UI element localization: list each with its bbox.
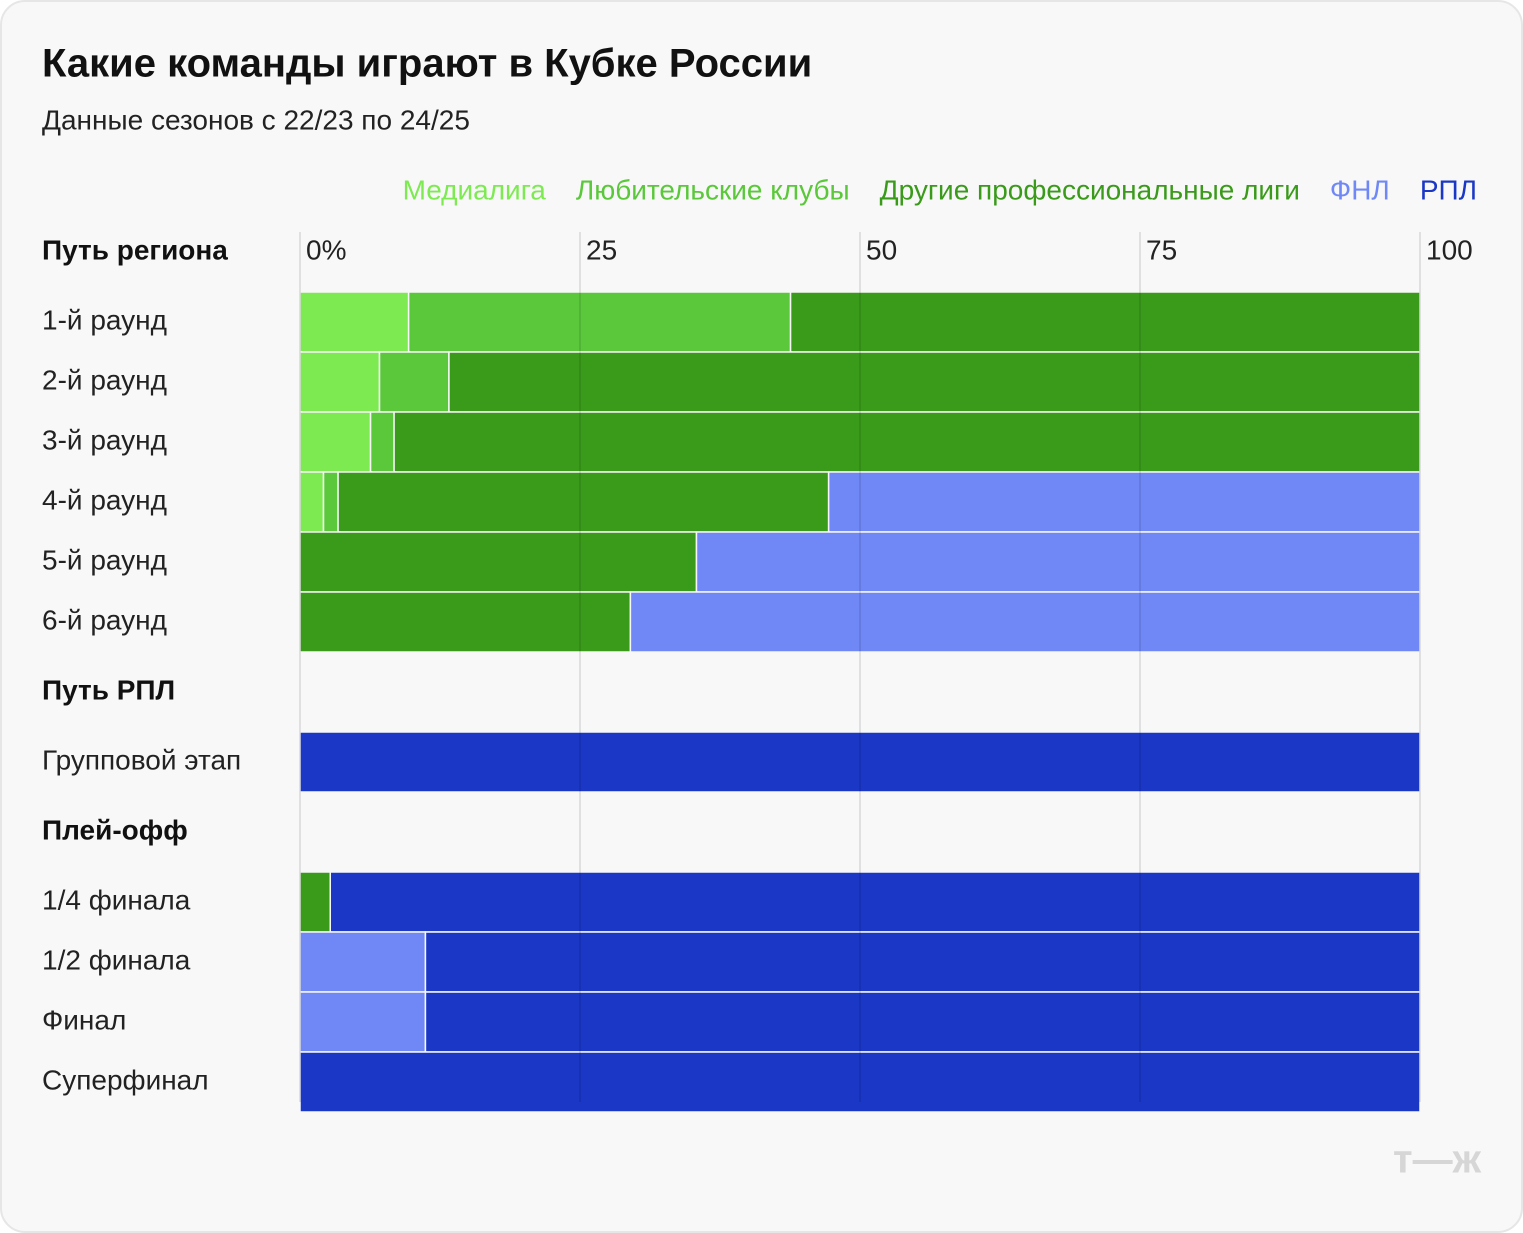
x-tick-label: 100: [1426, 234, 1473, 265]
bar-segment: [448, 351, 1421, 413]
row-label: 4-й раунд: [42, 484, 167, 515]
x-tick-label: 25: [586, 234, 617, 265]
x-tick-label: 75: [1146, 234, 1177, 265]
group-label: Плей-офф: [42, 814, 188, 845]
bar-segment: [789, 291, 1421, 353]
bar-segment: [329, 871, 1421, 933]
bar-segment: [299, 931, 427, 993]
bar-segment: [827, 471, 1421, 533]
bar-segment: [424, 931, 1421, 993]
bar-segment: [299, 871, 331, 933]
x-tick-label: 0%: [306, 234, 346, 265]
legend-label: Медиалига: [403, 174, 547, 205]
bar-segment: [337, 471, 830, 533]
row-label: Суперфинал: [42, 1064, 209, 1095]
group-label: Путь региона: [42, 234, 228, 265]
row-label: 1-й раунд: [42, 304, 167, 335]
x-tick-label: 50: [866, 234, 897, 265]
legend-label: Другие профессиональные лиги: [880, 174, 1300, 205]
row-label: 6-й раунд: [42, 604, 167, 635]
bar-segment: [299, 411, 372, 473]
bar-segment: [299, 351, 381, 413]
bar-segment: [299, 731, 1421, 793]
bar-segment: [299, 531, 698, 593]
bar-segment: [378, 351, 450, 413]
bar-segment: [407, 291, 792, 353]
bar-segment: [369, 411, 395, 473]
logo: т—ж: [1393, 1138, 1482, 1182]
legend-label: Любительские клубы: [576, 174, 850, 205]
legend-label: РПЛ: [1420, 174, 1477, 205]
row-label: 1/4 финала: [42, 884, 191, 915]
bar-segment: [299, 591, 632, 653]
chart-title: Какие команды играют в Кубке России: [42, 42, 812, 86]
row-label: 5-й раунд: [42, 544, 167, 575]
bar-segment: [299, 471, 325, 533]
row-label: 1/2 финала: [42, 944, 191, 975]
row-label: Финал: [42, 1004, 126, 1035]
bar-segment: [629, 591, 1421, 653]
bar-segment: [322, 471, 339, 533]
bar-segment: [299, 1051, 1421, 1113]
row-label: 2-й раунд: [42, 364, 167, 395]
group-label: Путь РПЛ: [42, 674, 175, 705]
bar-segment: [299, 991, 427, 1053]
bar-segment: [299, 291, 410, 353]
row-label: Групповой этап: [42, 744, 241, 775]
bar-segment: [393, 411, 1421, 473]
chart-subtitle: Данные сезонов с 22/23 по 24/25: [42, 104, 470, 135]
bar-segment: [695, 531, 1421, 593]
bar-segment: [424, 991, 1421, 1053]
row-label: 3-й раунд: [42, 424, 167, 455]
legend-label: ФНЛ: [1330, 174, 1390, 205]
